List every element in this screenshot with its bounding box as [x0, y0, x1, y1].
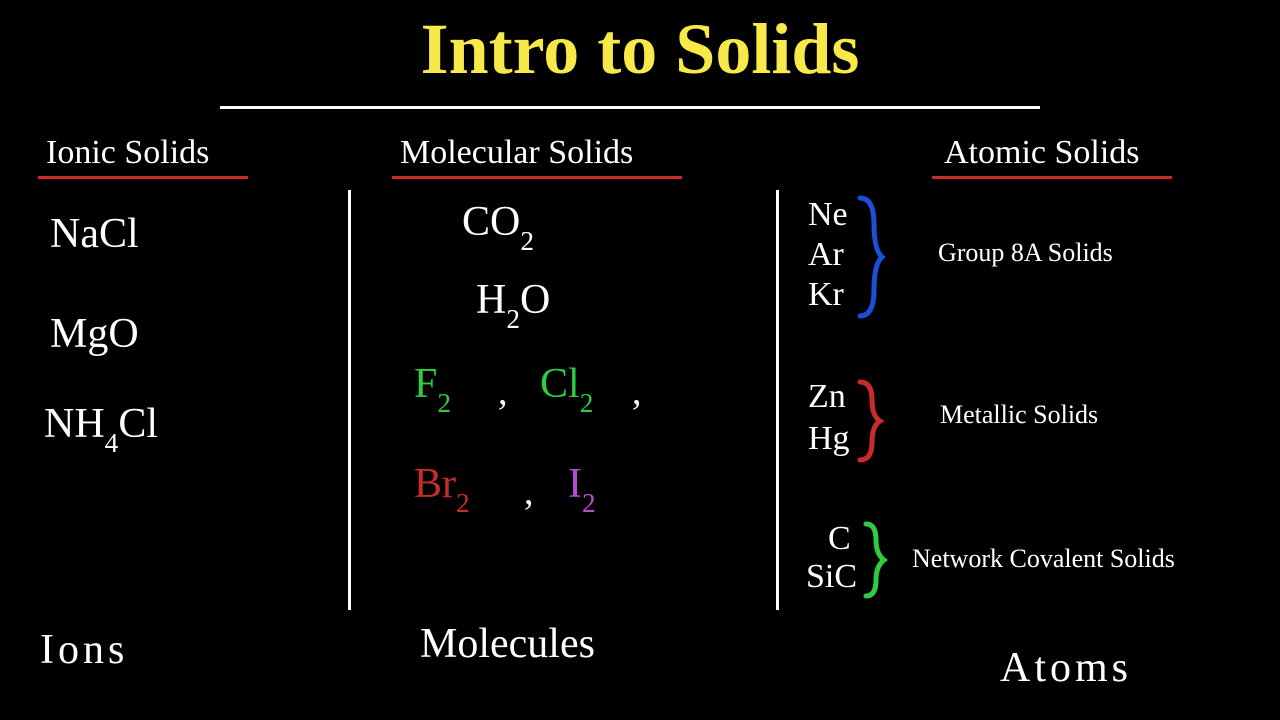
molecular-footer: Molecules — [420, 620, 595, 668]
atomic-hg: Hg — [808, 420, 850, 458]
divider-1 — [348, 190, 351, 610]
atomic-sic: SiC — [806, 558, 857, 596]
molecular-item-co2: CO2 — [462, 198, 534, 251]
atomic-ne: Ne — [808, 196, 848, 234]
atomic-zn: Zn — [808, 378, 846, 416]
molecular-item-h2o: H2O — [476, 276, 550, 329]
molecular-item-cl2: Cl2 — [540, 360, 593, 413]
divider-2 — [776, 190, 779, 610]
atomic-label-metallic: Metallic Solids — [940, 400, 1098, 430]
molecular-comma-3: , — [524, 470, 534, 514]
brace-metallic — [856, 378, 884, 464]
atomic-kr: Kr — [808, 276, 844, 314]
atomic-label-group8a: Group 8A Solids — [938, 238, 1113, 268]
molecular-comma-2: , — [632, 370, 642, 414]
molecular-item-i2: I2 — [568, 460, 596, 513]
brace-network — [862, 520, 888, 600]
ionic-header: Ionic Solids — [46, 134, 209, 172]
brace-group8a — [856, 194, 886, 320]
ionic-underline — [38, 176, 248, 179]
page-title: Intro to Solids — [421, 8, 860, 91]
atomic-c: C — [828, 520, 851, 558]
title-underline — [220, 106, 1040, 109]
atomic-underline — [932, 176, 1172, 179]
atomic-ar: Ar — [808, 236, 844, 274]
ionic-item-mgo: MgO — [50, 310, 139, 358]
molecular-comma-1: , — [498, 370, 508, 414]
molecular-header: Molecular Solids — [400, 134, 633, 172]
molecular-underline — [392, 176, 682, 179]
atomic-header: Atomic Solids — [944, 134, 1140, 172]
ionic-item-nh4cl: NH4Cl — [44, 400, 158, 453]
atomic-label-network: Network Covalent Solids — [912, 544, 1175, 574]
ionic-footer: Ions — [40, 626, 128, 674]
ionic-item-nacl: NaCl — [50, 210, 139, 258]
atomic-footer: Atoms — [1000, 644, 1132, 692]
molecular-item-f2: F2 — [414, 360, 451, 413]
molecular-item-br2: Br2 — [414, 460, 470, 513]
